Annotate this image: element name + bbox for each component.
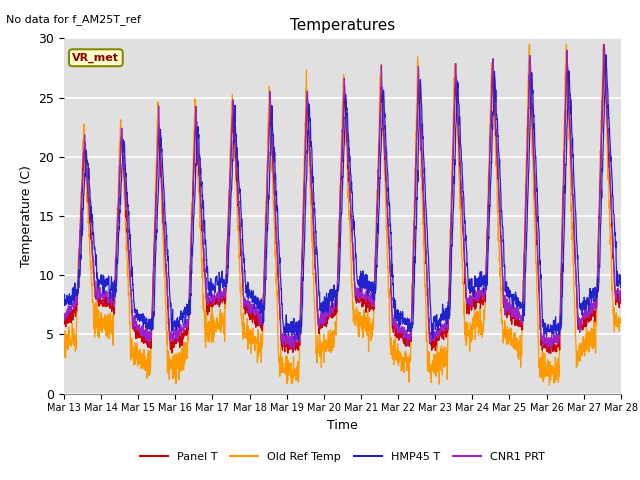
Legend: Panel T, Old Ref Temp, HMP45 T, CNR1 PRT: Panel T, Old Ref Temp, HMP45 T, CNR1 PRT	[136, 447, 549, 466]
Title: Temperatures: Temperatures	[290, 18, 395, 33]
Text: VR_met: VR_met	[72, 53, 119, 63]
X-axis label: Time: Time	[327, 419, 358, 432]
Y-axis label: Temperature (C): Temperature (C)	[20, 165, 33, 267]
Text: No data for f_AM25T_ref: No data for f_AM25T_ref	[6, 14, 141, 25]
